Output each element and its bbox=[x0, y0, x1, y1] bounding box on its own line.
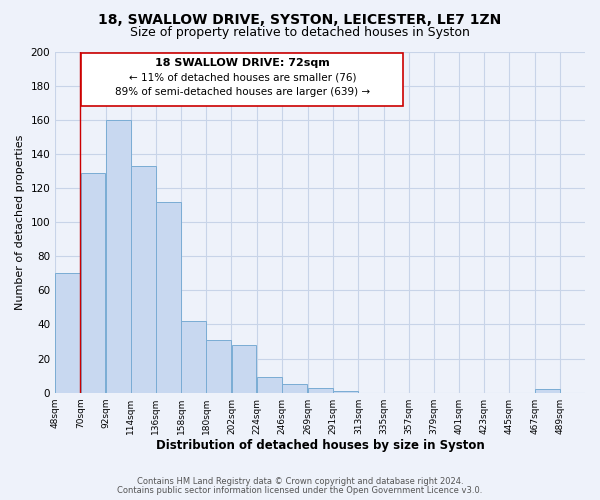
Bar bbox=[535, 390, 560, 392]
Bar bbox=[131, 166, 155, 392]
Y-axis label: Number of detached properties: Number of detached properties bbox=[15, 134, 25, 310]
Text: Contains HM Land Registry data © Crown copyright and database right 2024.: Contains HM Land Registry data © Crown c… bbox=[137, 477, 463, 486]
Bar bbox=[181, 321, 206, 392]
FancyBboxPatch shape bbox=[82, 53, 403, 106]
Text: ← 11% of detached houses are smaller (76): ← 11% of detached houses are smaller (76… bbox=[128, 73, 356, 83]
Bar bbox=[334, 391, 358, 392]
Bar bbox=[257, 378, 281, 392]
Bar bbox=[55, 274, 80, 392]
Bar bbox=[282, 384, 307, 392]
X-axis label: Distribution of detached houses by size in Syston: Distribution of detached houses by size … bbox=[156, 440, 484, 452]
Text: 18, SWALLOW DRIVE, SYSTON, LEICESTER, LE7 1ZN: 18, SWALLOW DRIVE, SYSTON, LEICESTER, LE… bbox=[98, 12, 502, 26]
Bar bbox=[232, 345, 256, 393]
Bar bbox=[206, 340, 231, 392]
Text: Size of property relative to detached houses in Syston: Size of property relative to detached ho… bbox=[130, 26, 470, 39]
Bar bbox=[106, 120, 131, 392]
Bar bbox=[80, 172, 106, 392]
Text: 18 SWALLOW DRIVE: 72sqm: 18 SWALLOW DRIVE: 72sqm bbox=[155, 58, 329, 68]
Text: 89% of semi-detached houses are larger (639) →: 89% of semi-detached houses are larger (… bbox=[115, 88, 370, 98]
Bar bbox=[308, 388, 333, 392]
Text: Contains public sector information licensed under the Open Government Licence v3: Contains public sector information licen… bbox=[118, 486, 482, 495]
Bar bbox=[156, 202, 181, 392]
